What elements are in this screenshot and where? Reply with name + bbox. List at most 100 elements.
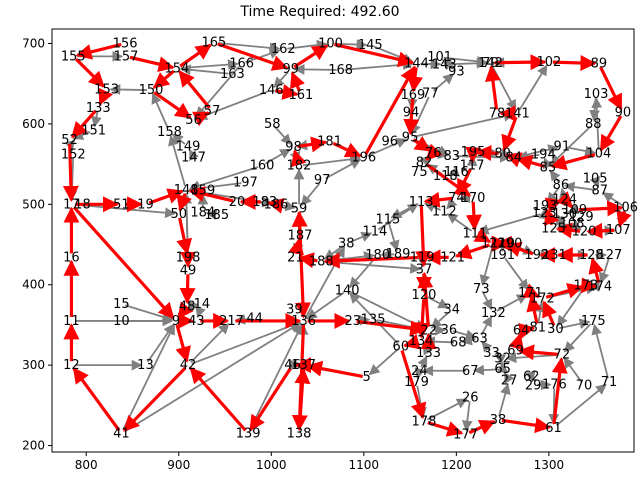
node-label: 38 xyxy=(338,237,355,252)
node-label: 140 xyxy=(335,283,360,298)
node-label: 34 xyxy=(443,303,460,318)
node-label: 94 xyxy=(403,106,420,121)
edge-route xyxy=(550,153,596,171)
edge-route xyxy=(75,42,122,60)
node-label: 48 xyxy=(179,299,196,314)
node-label: 90 xyxy=(615,106,632,121)
edge-gray xyxy=(122,323,176,431)
edge-route xyxy=(334,42,415,68)
node-label: 163 xyxy=(220,67,245,82)
edge-gray xyxy=(542,157,554,170)
edge-gray xyxy=(441,59,454,71)
x-tick-label: 1000 xyxy=(256,458,287,472)
edge-route xyxy=(297,136,328,153)
node-label: 198 xyxy=(176,250,201,265)
node-label: 57 xyxy=(204,104,221,119)
edge-route xyxy=(415,205,432,268)
node-label: 141 xyxy=(505,106,530,121)
node-label: 22 xyxy=(420,324,437,339)
edge-gray xyxy=(205,209,218,221)
node-label: 56 xyxy=(185,113,202,128)
node-label: 58 xyxy=(264,117,281,132)
edge-route xyxy=(586,222,615,239)
edge-route xyxy=(98,87,114,106)
edge-route xyxy=(555,222,581,239)
edge-route xyxy=(484,65,501,110)
node-label: 19 xyxy=(137,197,154,212)
edge-route xyxy=(306,360,363,379)
edge-gray xyxy=(461,401,473,432)
y-tick-label: 600 xyxy=(22,117,45,131)
edge-gray xyxy=(306,291,345,320)
edge-gray xyxy=(496,293,528,312)
edge-gray xyxy=(195,66,240,118)
edge-route xyxy=(323,252,419,269)
node-label: 134 xyxy=(409,334,434,349)
edge-route xyxy=(217,42,289,71)
edge-gray xyxy=(195,306,206,319)
node-label: 185 xyxy=(204,208,229,223)
edge-gray xyxy=(287,39,328,51)
node-label: 154 xyxy=(164,61,189,76)
edge-route xyxy=(294,212,311,319)
node-label: 33 xyxy=(483,346,500,361)
node-label: 125 xyxy=(541,221,566,236)
node-label: 71 xyxy=(601,375,618,390)
node-label: 121 xyxy=(440,250,465,265)
node-label: 130 xyxy=(552,207,577,222)
edge-route xyxy=(494,54,547,71)
node-label: 168 xyxy=(328,63,353,78)
chart-title: Time Required: 492.60 xyxy=(239,4,399,20)
node-label: 173 xyxy=(573,279,598,294)
node-label: 177 xyxy=(453,427,478,442)
node-label: 116 xyxy=(444,165,469,180)
node-label: 187 xyxy=(288,229,313,244)
x-axis: 800 900 1000 1100 1200 1300 xyxy=(75,452,564,472)
edge-route xyxy=(267,197,285,214)
node-label: 10 xyxy=(113,314,130,329)
edge-gray xyxy=(75,203,176,219)
node-label: 100 xyxy=(318,36,343,51)
node-label: 109 xyxy=(562,203,587,218)
node-label: 49 xyxy=(180,263,197,278)
node-label: 142 xyxy=(478,56,503,71)
node-label: 62 xyxy=(523,369,540,384)
edge-route xyxy=(62,143,79,202)
node-label: 41 xyxy=(113,427,130,442)
edge-gray xyxy=(446,197,458,210)
node-label: 86 xyxy=(553,178,570,193)
edge-route xyxy=(552,54,597,71)
node-label: 102 xyxy=(536,55,561,70)
edge-route xyxy=(290,71,305,92)
y-tick-label: 500 xyxy=(22,197,45,211)
edge-route xyxy=(425,143,443,161)
node-label: 26 xyxy=(462,390,479,405)
node-label: 77 xyxy=(422,86,439,101)
edge-gray xyxy=(349,231,373,243)
node-label: 149 xyxy=(176,139,201,154)
node-label: 170 xyxy=(461,191,486,206)
edge-route xyxy=(473,227,492,244)
node-label: 60 xyxy=(393,340,410,355)
node-label: 120 xyxy=(412,288,437,303)
edge-route xyxy=(148,188,184,205)
node-label: 95 xyxy=(402,131,419,146)
node-label: 12 xyxy=(63,358,80,373)
node-label: 146 xyxy=(259,83,284,98)
node-label: 97 xyxy=(314,173,331,188)
edge-gray xyxy=(473,364,499,376)
node-label: 113 xyxy=(409,195,434,210)
node-label: 46 xyxy=(284,358,301,373)
edge-route xyxy=(175,324,191,363)
y-tick-label: 200 xyxy=(22,439,45,453)
node-label: 13 xyxy=(137,358,154,373)
node-label: 133 xyxy=(416,346,441,361)
edge-gray xyxy=(503,371,515,384)
edge-route xyxy=(599,66,623,111)
edge-route xyxy=(176,217,193,256)
node-label: 110 xyxy=(490,237,515,252)
node-label: 11 xyxy=(63,314,80,329)
node-label: 69 xyxy=(507,344,524,359)
edge-route xyxy=(288,238,304,256)
